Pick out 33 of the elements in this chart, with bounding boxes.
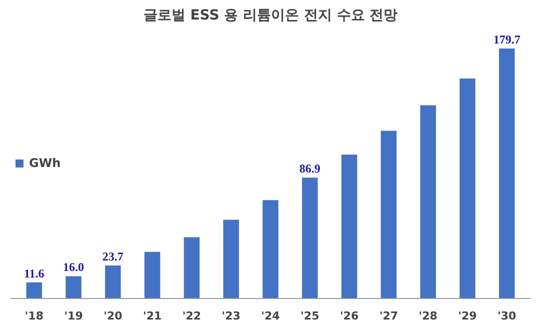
chart-title: 글로벌 ESS 용 리튬이온 전지 수요 전망 [143, 8, 398, 24]
bar [302, 178, 318, 298]
x-tick-label: '27 [379, 310, 398, 322]
x-tick-label: '22 [182, 310, 202, 322]
bar [420, 105, 436, 298]
bar [341, 154, 358, 298]
bar [380, 130, 397, 298]
legend-label: GWh [29, 156, 61, 170]
bar [66, 276, 82, 298]
data-label: 86.9 [299, 162, 320, 176]
bar [460, 78, 476, 298]
bar [105, 266, 121, 298]
data-label: 23.7 [102, 250, 124, 264]
x-tick-label: '28 [418, 310, 438, 322]
bar [184, 237, 200, 298]
x-tick-label: '25 [300, 310, 320, 322]
x-tick-label: '20 [104, 310, 123, 322]
x-tick-label: '26 [340, 310, 359, 322]
bar [498, 48, 515, 298]
x-tick-label: '18 [24, 310, 44, 322]
data-label: 179.7 [493, 32, 520, 46]
x-tick-label: '19 [64, 310, 83, 322]
x-tick-label: '21 [142, 310, 162, 322]
x-tick-label: '24 [261, 310, 280, 322]
bar [223, 220, 239, 298]
data-label: 11.6 [24, 266, 44, 280]
x-tick-label: '29 [458, 310, 477, 322]
bar [144, 252, 160, 298]
data-label: 16.0 [63, 260, 84, 274]
x-tick-label: '30 [498, 310, 517, 322]
x-tick-label: '23 [222, 310, 240, 322]
bar [262, 200, 278, 298]
bar [26, 282, 42, 298]
